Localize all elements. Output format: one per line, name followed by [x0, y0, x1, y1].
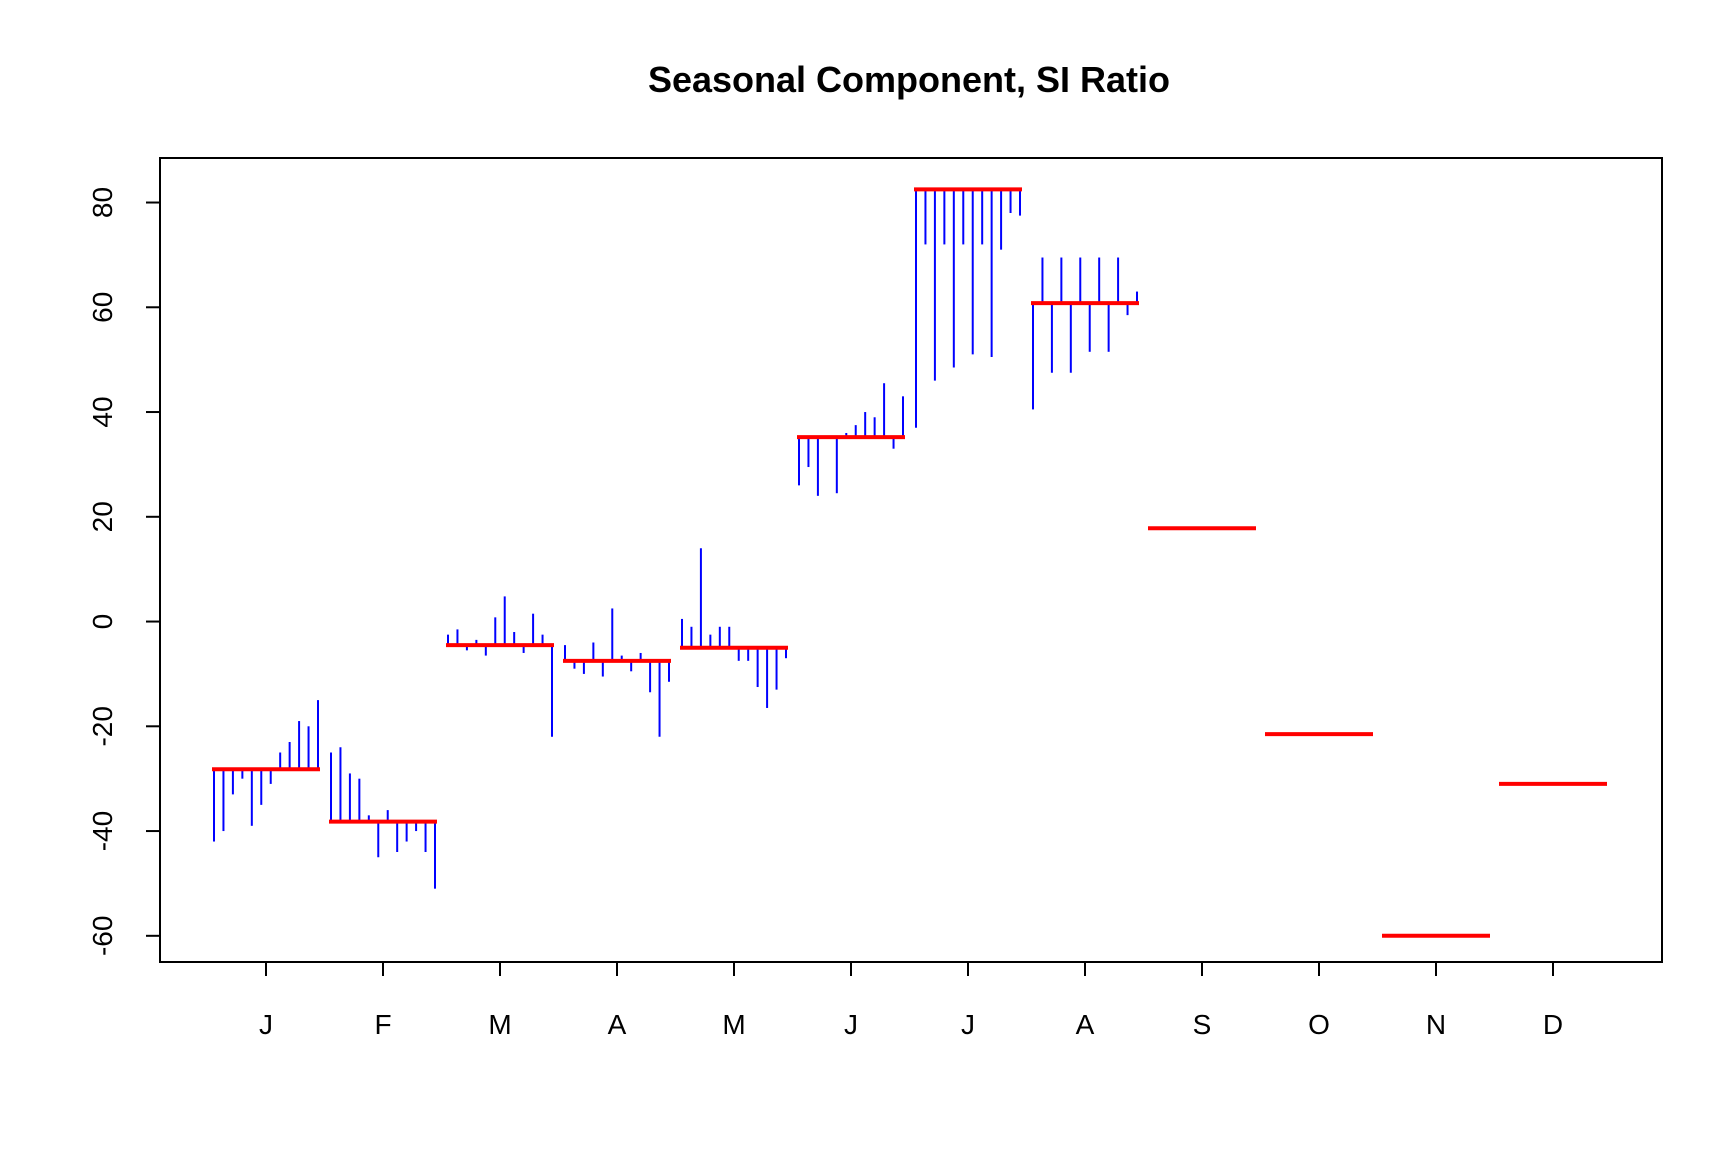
y-axis: -60 -40 -20 0 20 40 60 80 — [87, 187, 160, 956]
plot-frame — [159, 157, 1663, 963]
x-tick-label: J — [961, 1009, 975, 1040]
y-tick-label: -60 — [87, 916, 118, 956]
y-tick-label: -40 — [87, 811, 118, 851]
y-tick-label: 20 — [87, 501, 118, 532]
x-tick-label: F — [374, 1009, 391, 1040]
y-tick-label: 80 — [87, 187, 118, 218]
x-tick-label: J — [259, 1009, 273, 1040]
chart-title: Seasonal Component, SI Ratio — [648, 59, 1170, 100]
y-tick-label: 60 — [87, 292, 118, 323]
x-tick-label: M — [722, 1009, 745, 1040]
x-tick-label: D — [1543, 1009, 1563, 1040]
x-tick-label: N — [1426, 1009, 1446, 1040]
x-tick-label: O — [1308, 1009, 1330, 1040]
y-tick-label: 40 — [87, 396, 118, 427]
y-tick-label: -20 — [87, 706, 118, 746]
x-tick-label: M — [488, 1009, 511, 1040]
x-tick-label: J — [844, 1009, 858, 1040]
x-tick-label: S — [1193, 1009, 1212, 1040]
chart-marks — [212, 187, 1607, 938]
y-tick-label: 0 — [87, 614, 118, 630]
x-tick-label: A — [608, 1009, 627, 1040]
x-tick-label: A — [1076, 1009, 1095, 1040]
